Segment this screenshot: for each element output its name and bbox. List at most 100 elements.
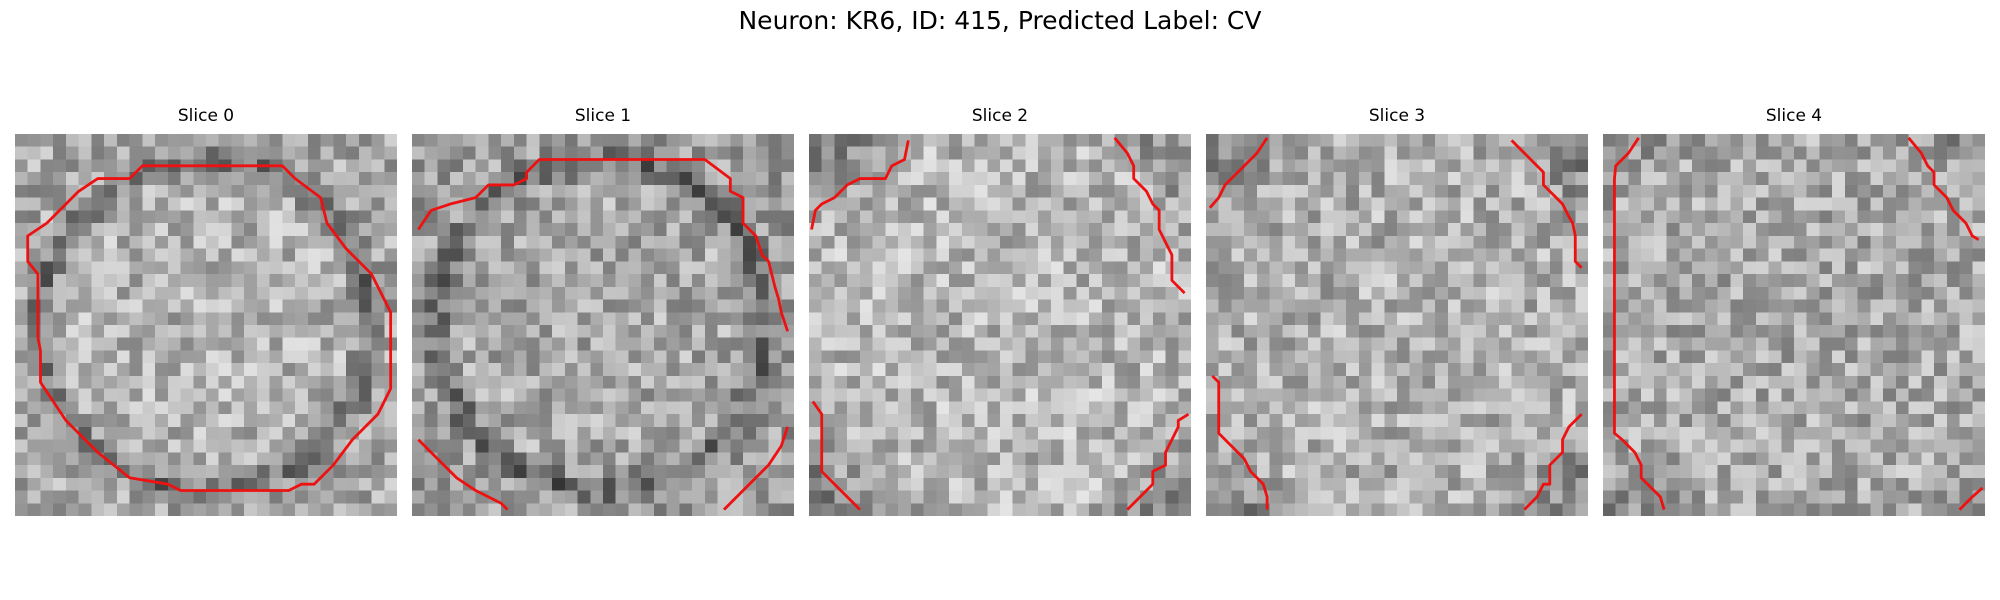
image-pixel (27, 439, 41, 453)
image-pixel (717, 286, 731, 300)
image-pixel (384, 401, 397, 415)
image-pixel (1397, 134, 1410, 147)
image-pixel (692, 388, 706, 402)
image-pixel (730, 465, 744, 479)
image-pixel (1575, 210, 1588, 224)
image-pixel (358, 184, 372, 198)
image-pixel (65, 439, 79, 453)
image-pixel (526, 312, 540, 326)
image-pixel (834, 286, 848, 300)
image-pixel (1447, 490, 1461, 504)
image-pixel (129, 248, 143, 262)
image-pixel (577, 261, 591, 275)
image-pixel (666, 350, 680, 364)
image-pixel (577, 274, 591, 288)
image-pixel (1282, 172, 1296, 186)
image-pixel (1076, 299, 1090, 313)
image-pixel (1256, 159, 1270, 173)
image-pixel (1921, 325, 1935, 338)
image-pixel (231, 414, 245, 428)
image-pixel (1244, 210, 1258, 224)
image-pixel (1038, 210, 1052, 224)
image-pixel (320, 388, 334, 402)
image-pixel (371, 414, 385, 428)
image-pixel (923, 477, 937, 491)
image-pixel (1679, 337, 1693, 351)
image-pixel (1231, 426, 1245, 440)
image-pixel (1946, 503, 1960, 516)
image-pixel (1615, 299, 1629, 313)
image-pixel (987, 248, 1001, 262)
image-pixel (488, 401, 502, 415)
image-pixel (821, 388, 835, 402)
image-pixel (1857, 337, 1871, 351)
image-pixel (615, 426, 629, 440)
image-pixel (1152, 452, 1166, 466)
image-pixel (1178, 261, 1191, 275)
image-pixel (346, 388, 360, 402)
image-pixel (1409, 503, 1423, 516)
image-pixel (1063, 312, 1077, 326)
image-pixel (1460, 426, 1474, 440)
image-pixel (910, 248, 924, 262)
image-pixel (1256, 184, 1270, 198)
image-pixel (155, 388, 169, 402)
image-pixel (872, 325, 886, 338)
image-pixel (1460, 465, 1474, 479)
image-pixel (218, 426, 232, 440)
image-pixel (910, 159, 924, 173)
image-pixel (1307, 325, 1321, 338)
image-pixel (1844, 134, 1858, 147)
image-pixel (1844, 414, 1858, 428)
image-pixel (78, 350, 92, 364)
image-pixel (1038, 426, 1052, 440)
image-pixel (1498, 210, 1512, 224)
image-pixel (333, 325, 347, 338)
image-pixel (704, 414, 718, 428)
image-pixel (1231, 414, 1245, 428)
image-pixel (320, 325, 334, 338)
image-pixel (1231, 261, 1245, 275)
image-pixel (603, 325, 616, 338)
image-pixel (1870, 286, 1884, 300)
image-pixel (1819, 197, 1833, 211)
image-pixel (1063, 414, 1077, 428)
image-pixel (1486, 426, 1500, 440)
image-pixel (1295, 248, 1309, 262)
image-pixel (1895, 325, 1909, 338)
image-pixel (577, 134, 591, 147)
image-pixel (53, 223, 67, 237)
image-pixel (834, 388, 848, 402)
image-pixel (1206, 477, 1219, 491)
image-pixel (679, 503, 693, 516)
image-pixel (167, 312, 181, 326)
image-pixel (1152, 312, 1166, 326)
image-pixel (1511, 312, 1525, 326)
image-pixel (1244, 261, 1258, 275)
image-pixel (282, 223, 296, 237)
image-pixel (91, 325, 105, 338)
image-pixel (1025, 465, 1039, 479)
image-pixel (641, 299, 655, 313)
image-pixel (1256, 375, 1270, 389)
image-pixel (1832, 312, 1846, 326)
image-pixel (282, 184, 296, 198)
image-pixel (1206, 503, 1219, 516)
image-pixel (1743, 401, 1757, 415)
image-pixel (1000, 299, 1013, 313)
image-pixel (1537, 248, 1551, 262)
image-pixel (53, 337, 67, 351)
image-pixel (129, 197, 143, 211)
image-pixel (384, 274, 397, 288)
image-pixel (1038, 363, 1052, 377)
image-pixel (1768, 414, 1782, 428)
image-pixel (501, 235, 515, 249)
image-pixel (462, 388, 476, 402)
image-pixel (526, 439, 540, 453)
image-pixel (1114, 184, 1128, 198)
image-pixel (1717, 503, 1731, 516)
image-pixel (1114, 197, 1128, 211)
image-pixel (1473, 261, 1487, 275)
image-pixel (974, 146, 988, 160)
image-pixel (1537, 401, 1551, 415)
